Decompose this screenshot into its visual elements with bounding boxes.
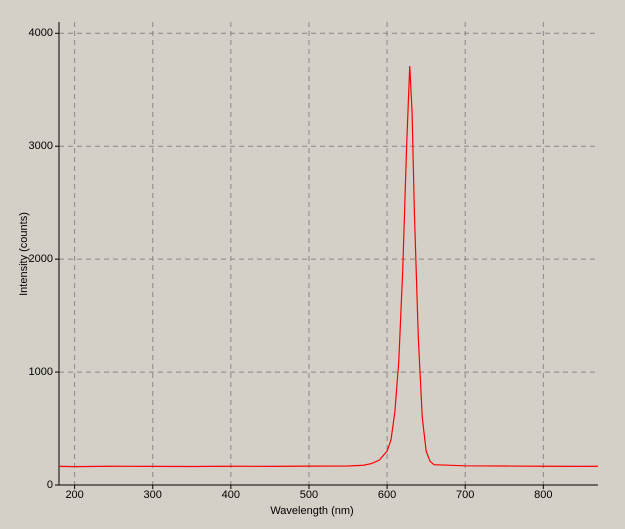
- x-tick-label: 600: [378, 489, 396, 501]
- x-tick-label: 500: [300, 489, 318, 501]
- x-tick-label: 300: [144, 489, 162, 501]
- y-axis-title: Intensity (counts): [18, 212, 30, 296]
- y-tick-label: 0: [47, 479, 53, 491]
- y-tick-label: 3000: [29, 140, 53, 152]
- y-tick-label: 2000: [29, 253, 53, 265]
- x-axis-title: Wavelength (nm): [270, 505, 353, 517]
- y-tick-label: 4000: [29, 27, 53, 39]
- spectrum-line: [58, 66, 599, 468]
- x-tick-label: 200: [65, 489, 83, 501]
- y-tick-label: 1000: [29, 366, 53, 378]
- x-tick-label: 700: [456, 489, 474, 501]
- x-tick-label: 400: [222, 489, 240, 501]
- x-tick-label: 800: [534, 489, 552, 501]
